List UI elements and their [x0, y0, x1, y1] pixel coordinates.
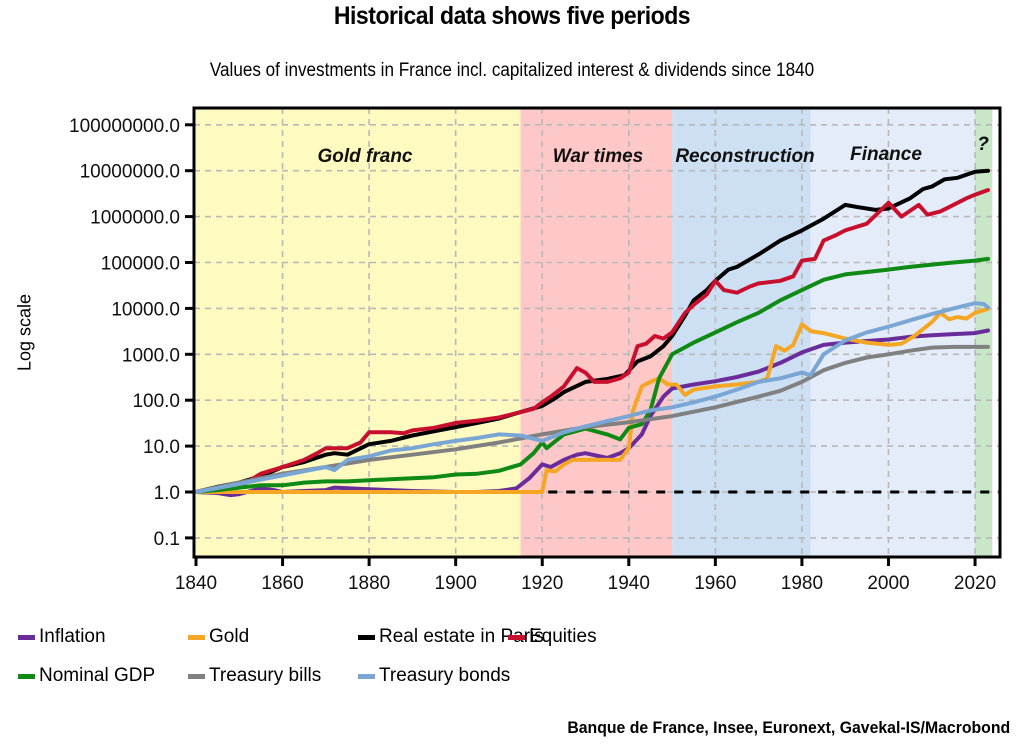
legend-item: Treasury bonds [358, 665, 510, 687]
axes: 0.1 1.0 10.0 100.0 1000.0 10000.0 100000.0 1000… [69, 106, 1002, 594]
x-tick-label: 1860 [261, 573, 303, 594]
x-tick-label: 1940 [608, 573, 650, 594]
y-tick-label: 100000.0 [101, 254, 180, 275]
series-line-real-estate-in-paris [194, 168, 990, 494]
x-tick-label: 1880 [348, 573, 390, 594]
period-label: ? [977, 134, 989, 155]
series-line-nominal-gdp [194, 256, 990, 494]
legend-swatch [358, 673, 375, 679]
legend-label: Gold [209, 626, 250, 647]
legend-label: Equities [529, 626, 597, 647]
y-axis-label: Log scale [14, 293, 35, 372]
legend-swatch [188, 634, 205, 640]
legend-swatch [18, 673, 35, 679]
period-band [672, 108, 811, 557]
legend-label: Treasury bills [209, 665, 322, 686]
legend-label: Nominal GDP [39, 665, 156, 686]
y-tick-label: 10000.0 [111, 299, 180, 320]
x-tick-label: 2000 [867, 573, 909, 594]
y-tick-label: 10.0 [143, 437, 180, 458]
period-label: Finance [850, 144, 922, 165]
series-lines [194, 168, 990, 498]
x-tick-label: 1960 [694, 573, 736, 594]
chart-subtitle: Values of investments in France incl. ca… [209, 60, 815, 81]
legend-item: Gold [188, 626, 249, 648]
source-note: Banque de France, Insee, Euronext, Gavek… [567, 718, 1010, 737]
legend-label: Real estate in Paris [379, 626, 544, 647]
series-line-gold [194, 306, 990, 494]
series-line-equities [194, 188, 990, 494]
legend-item: Equities [508, 626, 597, 648]
period-label: Reconstruction [675, 146, 814, 167]
period-label: Gold franc [317, 146, 412, 167]
y-tick-label: 100000000.0 [69, 116, 180, 137]
x-tick-label: 1900 [435, 573, 477, 594]
legend-item: Treasury bills [188, 665, 321, 687]
period-labels: Gold franc War times Reconstruction Finance… [317, 134, 989, 167]
legend-item: Inflation [18, 626, 106, 648]
series-line-treasury-bonds [194, 301, 990, 494]
legend-swatch [508, 634, 525, 640]
legend-swatch [18, 634, 35, 640]
chart-title: Historical data shows five periods [333, 2, 691, 30]
period-label: War times [553, 146, 643, 167]
legend-label: Inflation [39, 626, 106, 647]
y-tick-label: 1000.0 [122, 345, 180, 366]
plot-frame [192, 106, 1002, 559]
y-tick-label: 10000000.0 [80, 162, 180, 183]
legend-swatch [358, 634, 375, 640]
y-tick-label: 0.1 [154, 529, 180, 550]
y-tick-label: 1.0 [154, 483, 180, 504]
y-tick-label: 1000000.0 [90, 208, 180, 229]
series-line-treasury-bills [194, 344, 990, 494]
legend-item: Real estate in Paris [358, 626, 544, 648]
legend-item: Nominal GDP [18, 665, 155, 687]
legend-swatch [188, 673, 205, 679]
y-tick-label: 100.0 [132, 391, 180, 412]
x-tick-label: 2020 [954, 573, 996, 594]
x-tick-label: 1980 [781, 573, 823, 594]
legend-label: Treasury bonds [379, 665, 511, 686]
x-tick-label: 1920 [521, 573, 563, 594]
x-tick-label: 1840 [175, 573, 217, 594]
